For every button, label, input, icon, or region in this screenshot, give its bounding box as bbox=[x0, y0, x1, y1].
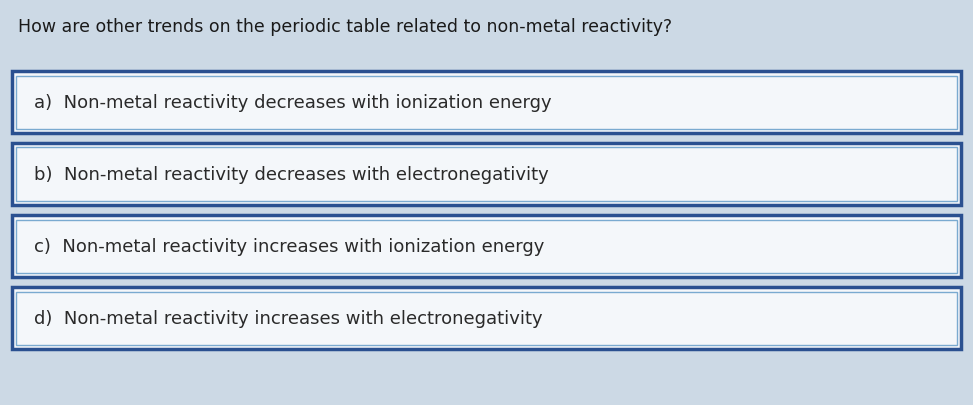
Text: d)  Non-metal reactivity increases with electronegativity: d) Non-metal reactivity increases with e… bbox=[34, 309, 543, 327]
Text: How are other trends on the periodic table related to non-metal reactivity?: How are other trends on the periodic tab… bbox=[18, 18, 672, 36]
Bar bbox=[17, 220, 956, 273]
Bar bbox=[12, 287, 961, 349]
Bar bbox=[17, 148, 956, 201]
Text: b)  Non-metal reactivity decreases with electronegativity: b) Non-metal reactivity decreases with e… bbox=[34, 166, 549, 183]
Bar bbox=[17, 76, 956, 129]
Bar bbox=[17, 292, 956, 345]
Text: c)  Non-metal reactivity increases with ionization energy: c) Non-metal reactivity increases with i… bbox=[34, 237, 544, 256]
Text: a)  Non-metal reactivity decreases with ionization energy: a) Non-metal reactivity decreases with i… bbox=[34, 94, 552, 112]
Bar bbox=[12, 144, 961, 205]
Bar bbox=[12, 72, 961, 134]
Bar bbox=[12, 215, 961, 277]
